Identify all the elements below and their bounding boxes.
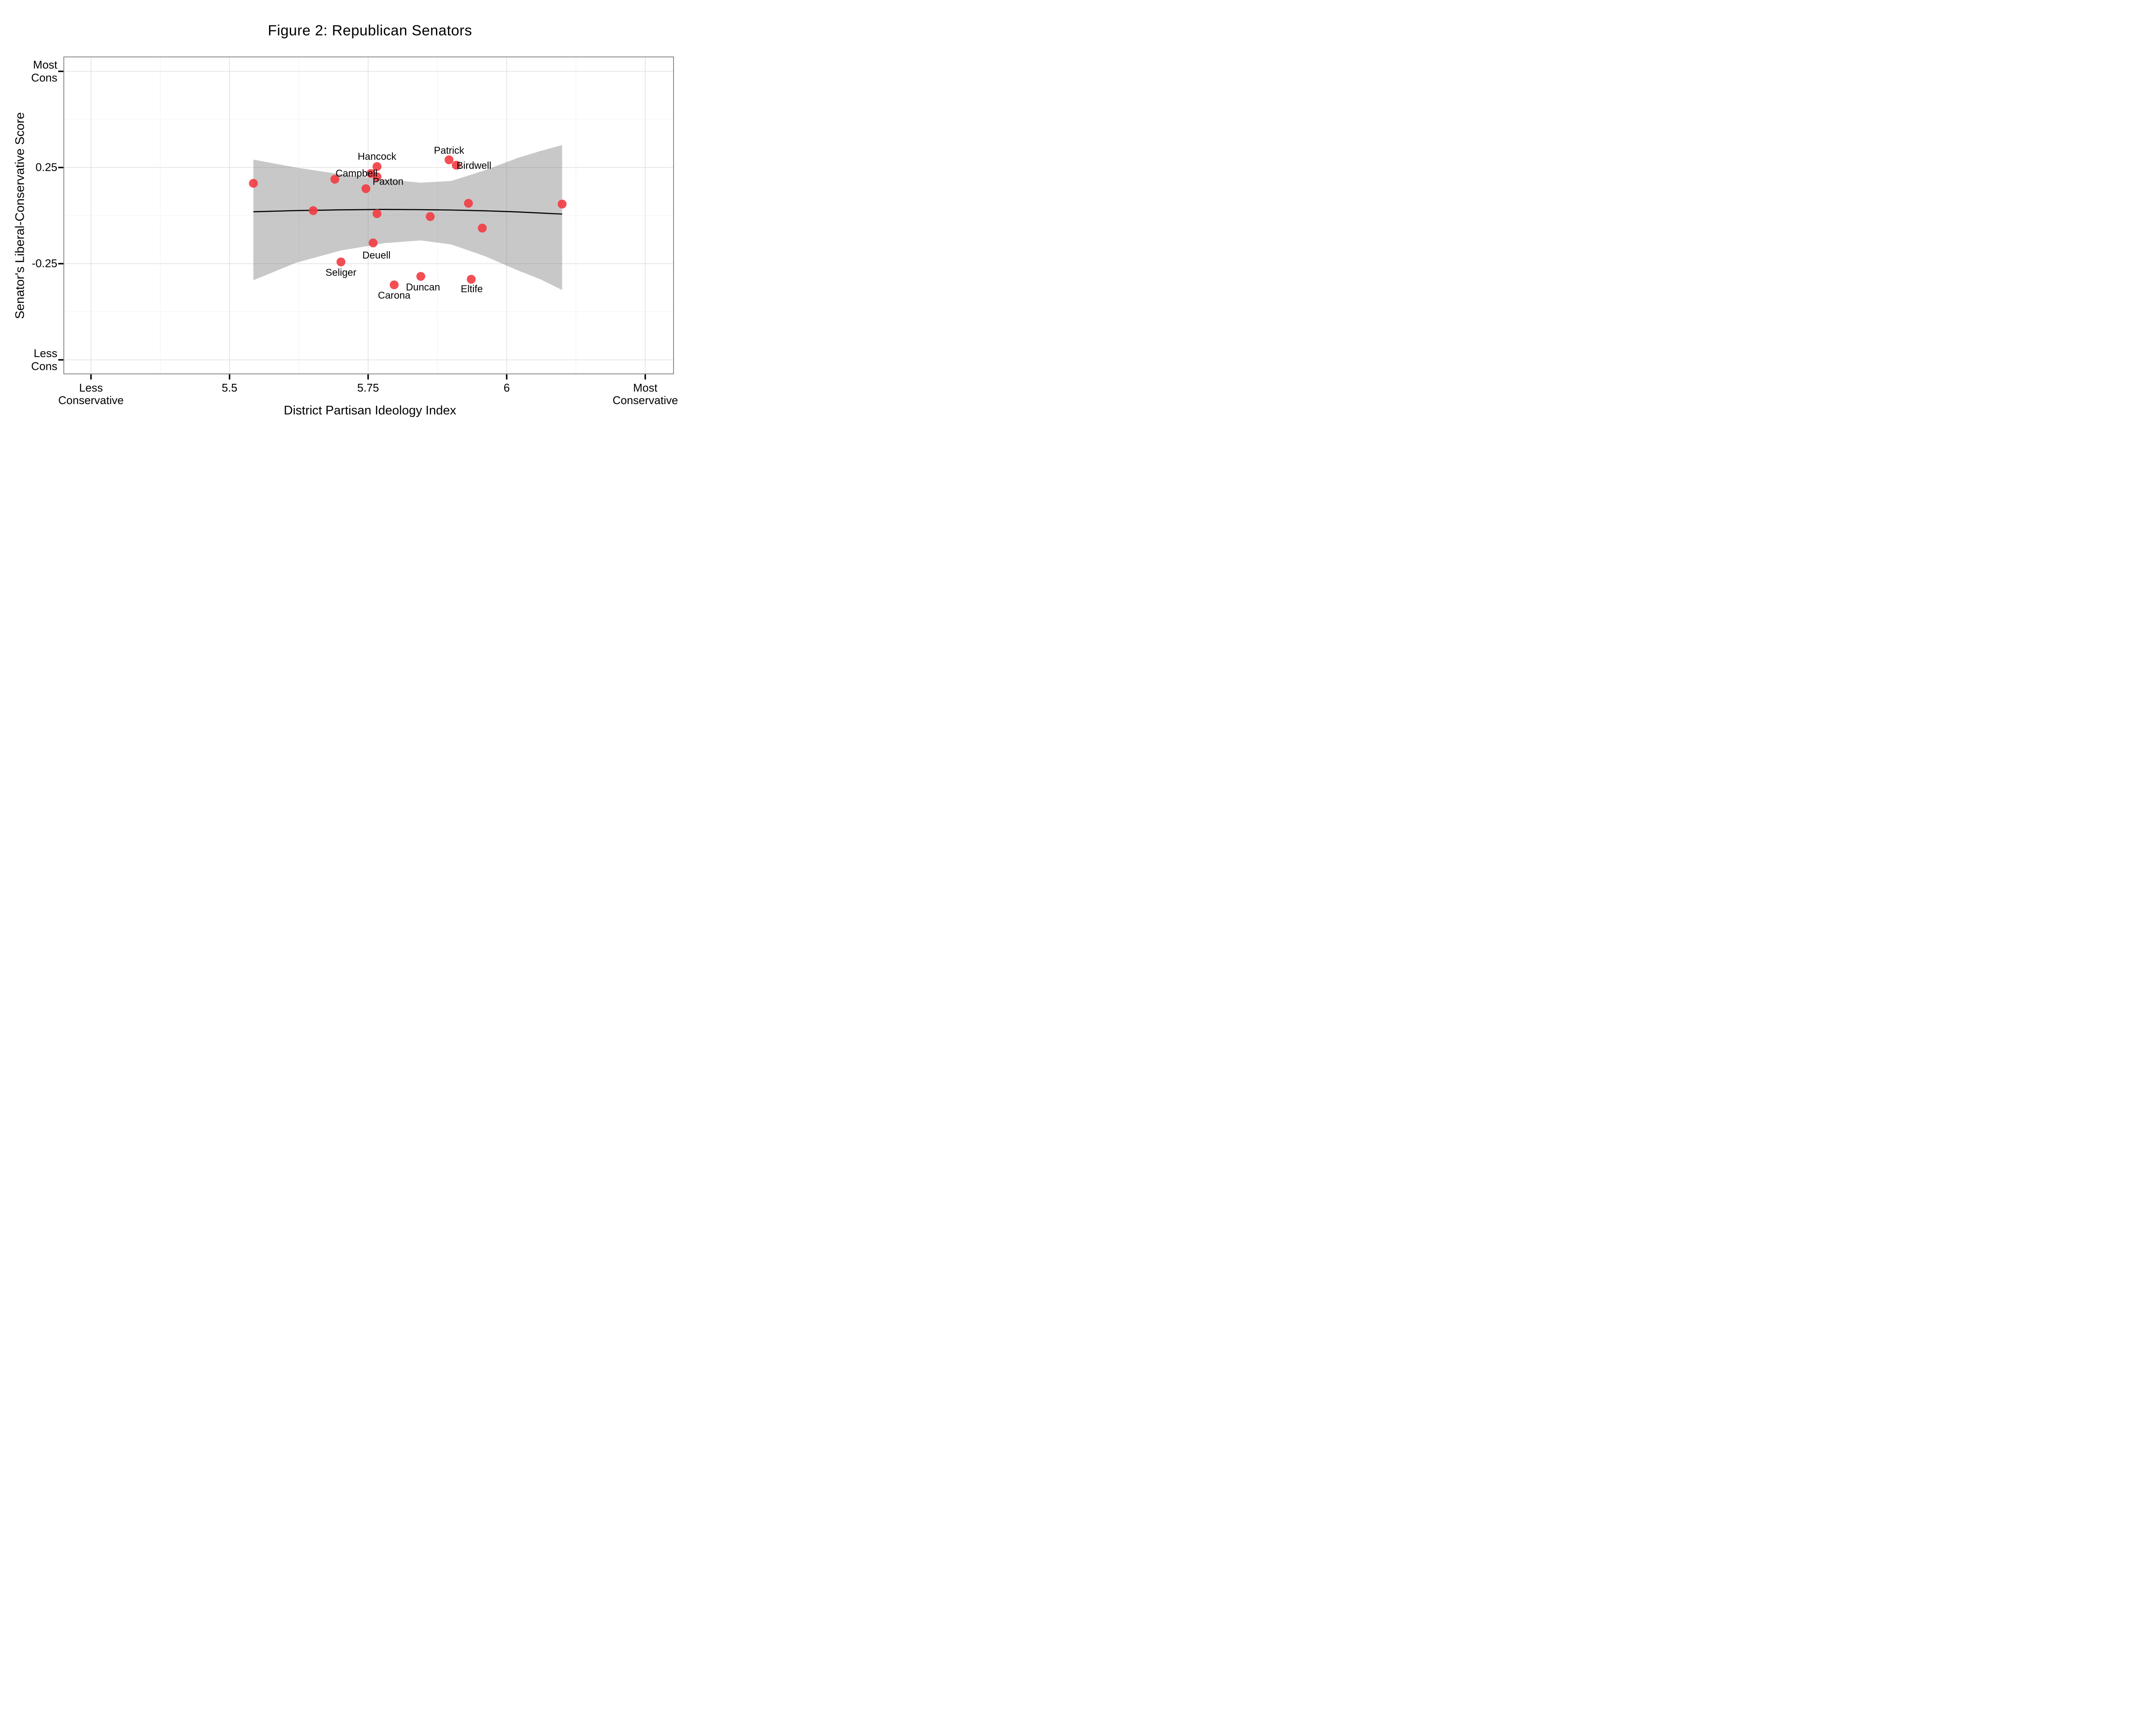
data-point [309,206,318,215]
point-label-paxton: Paxton [373,176,404,187]
x-tick-label-less-conservative: Less Conservative [58,381,124,407]
point-label-duncan: Duncan [406,281,440,293]
point-label-campbell: Campbell [335,167,378,179]
data-point [558,199,567,209]
y-tick-label--0.25: -0.25 [31,257,57,270]
panel-border [63,56,674,374]
data-point-eltife [467,275,476,284]
data-point-deuell [368,238,378,248]
x-tick-label-5.5: 5.5 [222,381,238,394]
point-label-patrick: Patrick [434,144,464,156]
data-point-birdwell [451,160,461,170]
y-tick-label-less-cons: Less Cons [31,347,57,373]
point-label-hancock: Hancock [357,151,397,162]
data-point-paxton [372,172,382,182]
x-axis-title: District Partisan Ideology Index [284,404,456,417]
plot-panel [58,56,674,380]
point-label-deuell: Deuell [362,249,391,261]
chart-title: Figure 2: Republican Senators [268,22,472,39]
data-point [330,175,339,184]
data-point-patrick [445,155,454,164]
data-point [361,184,370,193]
x-tick-label-most-conservative: Most Conservative [612,381,678,407]
x-tick-label-5.75: 5.75 [357,381,379,394]
data-point-seliger [336,257,346,267]
point-label-birdwell: Birdwell [456,160,492,171]
data-point [426,212,435,221]
data-point [464,199,473,208]
data-point [478,223,487,233]
point-label-carona: Carona [378,289,411,301]
x-tick-label-6: 6 [503,381,510,394]
data-point-duncan [416,272,426,281]
figure-2-republican-senators: Figure 2: Republican Senators Senator's … [0,0,690,431]
point-label-eltife: Eltife [461,283,483,295]
data-point-hancock [372,162,382,171]
y-tick-label-most-cons: Most Cons [31,58,57,84]
data-point-carona [389,280,399,289]
point-label-seliger: Seliger [325,267,357,278]
data-point [372,209,382,218]
confidence-band [253,145,562,290]
data-point [249,179,258,188]
y-tick-label-0.25: 0.25 [35,160,57,174]
